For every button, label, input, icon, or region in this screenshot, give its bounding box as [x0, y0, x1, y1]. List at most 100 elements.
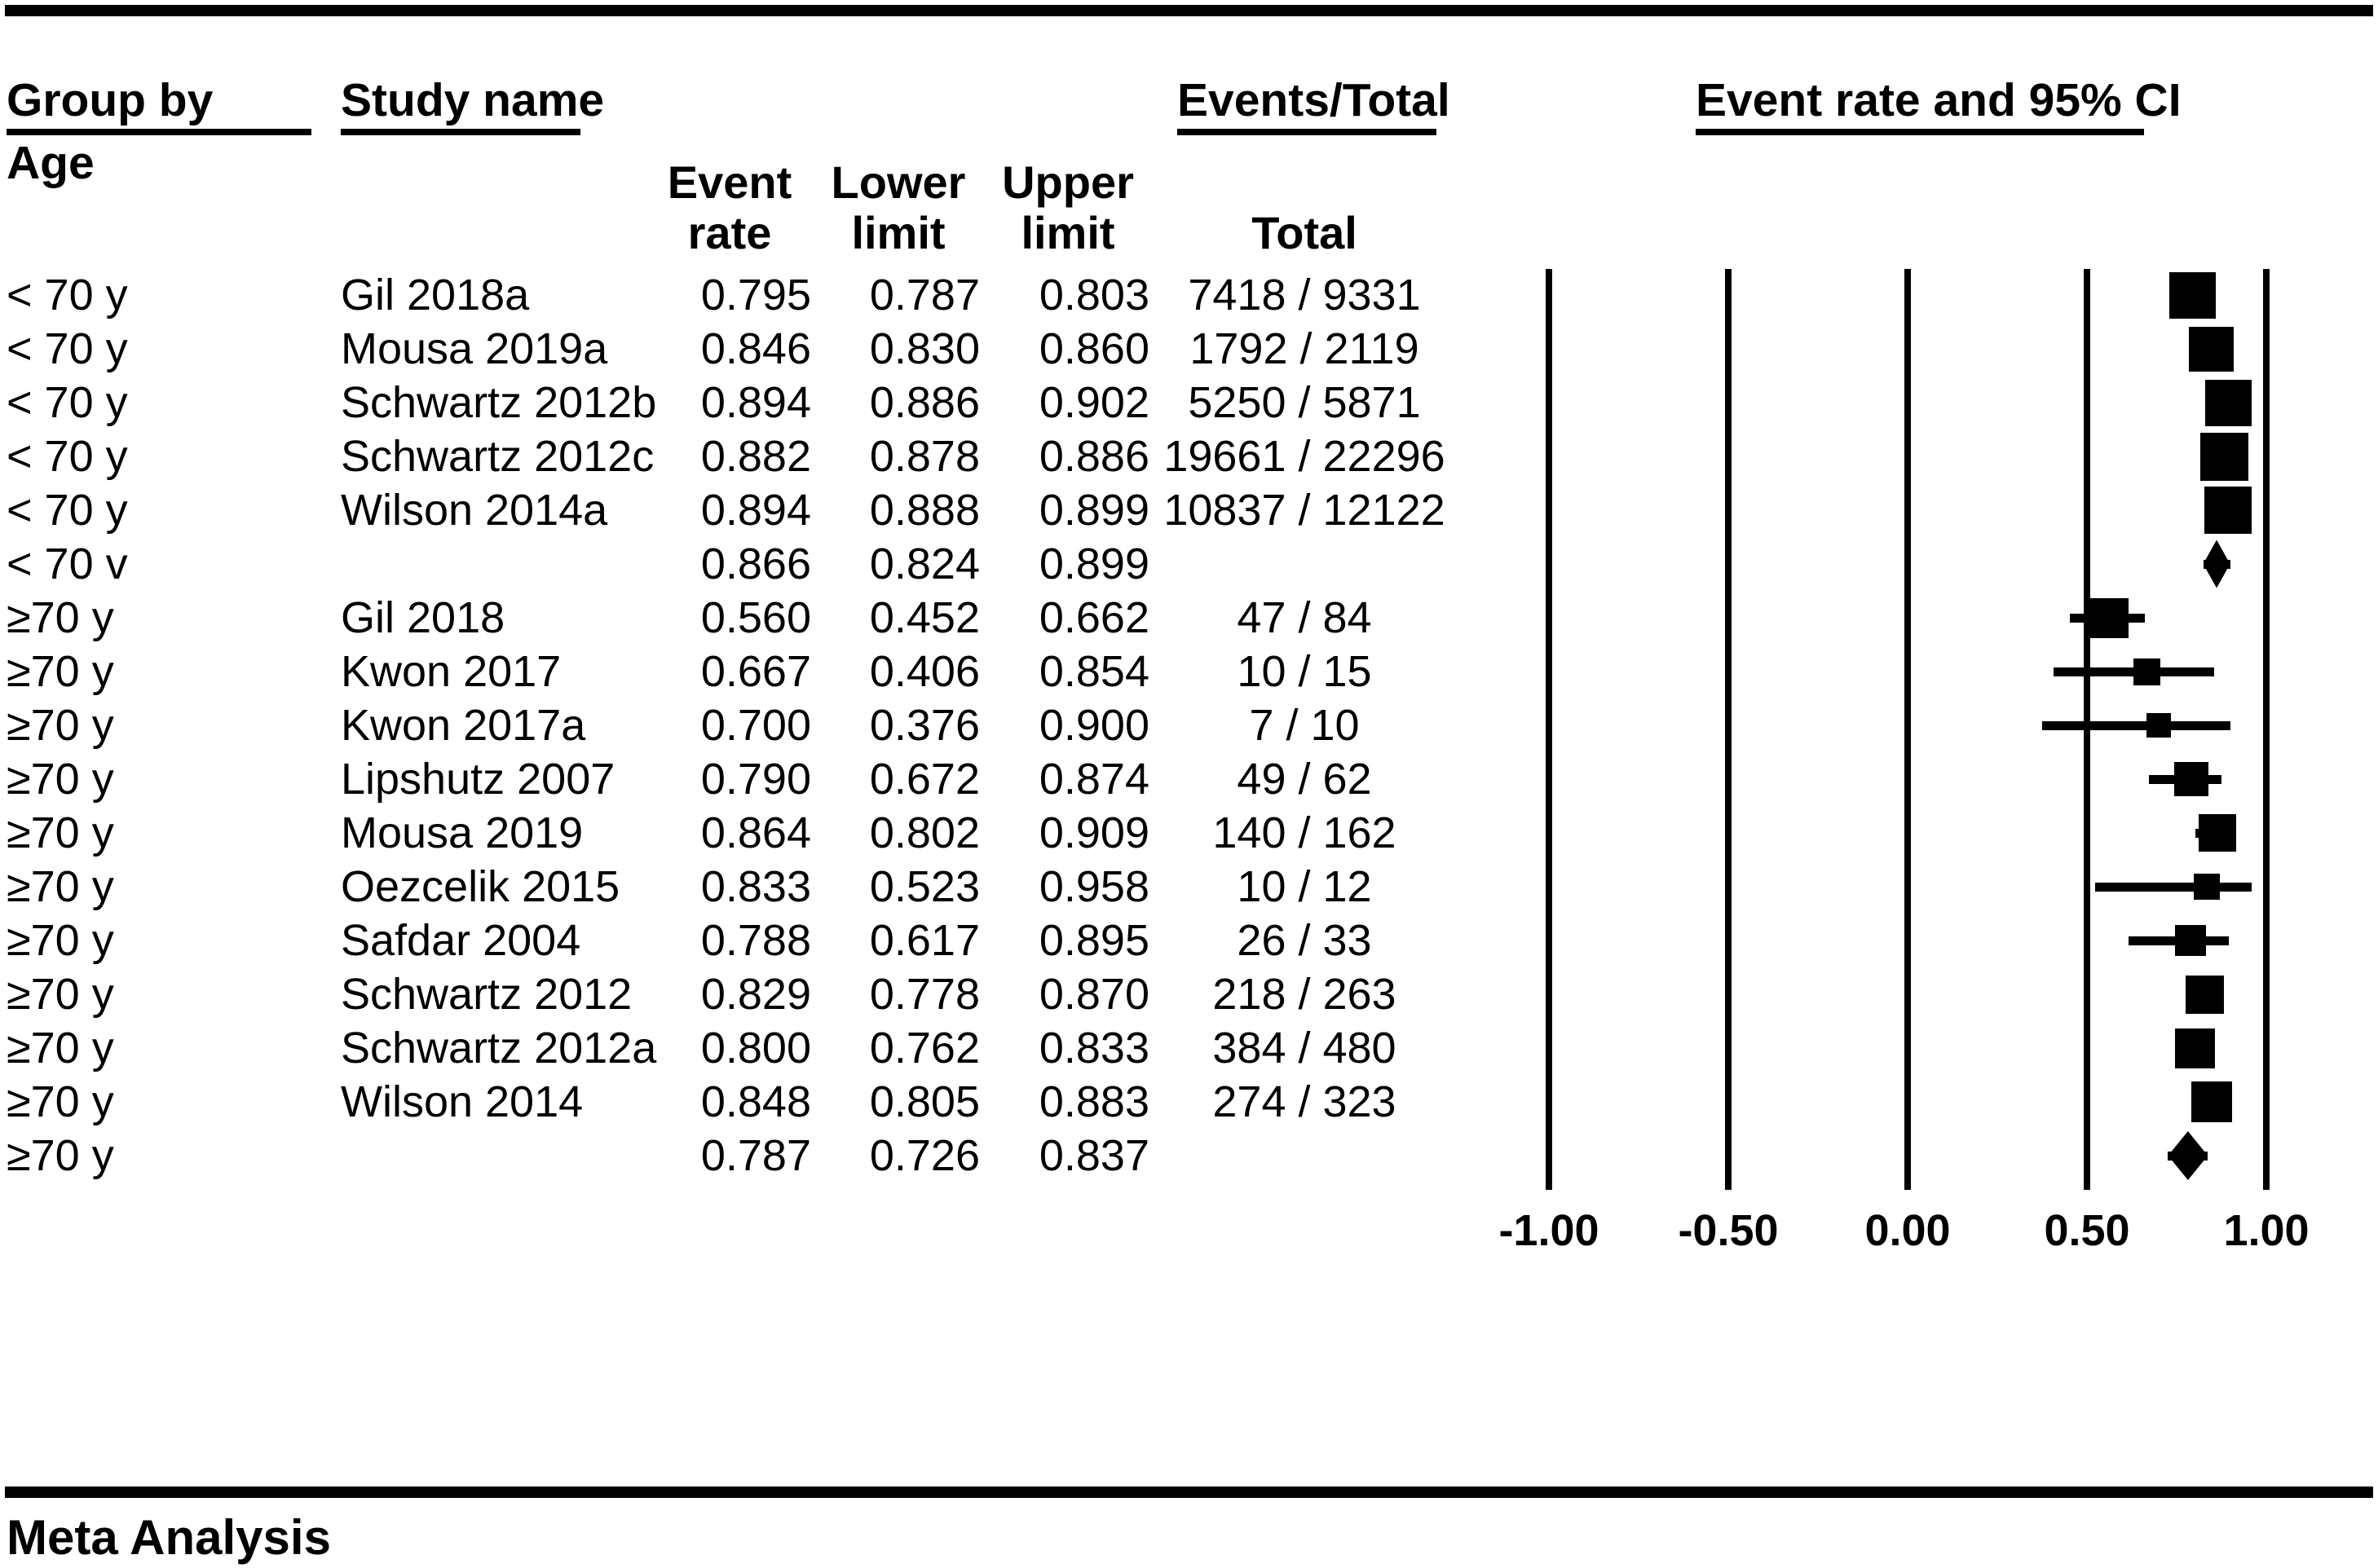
group-label: ≥70 y	[7, 593, 114, 642]
point-estimate-square	[2204, 379, 2252, 426]
event-rate-value: 0.833	[700, 862, 811, 911]
table-row: ≥70 y Gil 2018 0.560 0.452 0.662 47 / 84	[0, 591, 2378, 645]
group-label: ≥70 y	[7, 647, 114, 696]
group-label: ≥70 y	[7, 808, 114, 857]
table-row: ≥70 y Schwartz 2012 0.829 0.778 0.870 218 / 2…	[0, 967, 2378, 1021]
col-header-upper: Upper	[1002, 156, 1134, 208]
event-rate-value: 0.894	[700, 378, 811, 427]
upper-limit-value: 0.909	[1039, 808, 1149, 857]
lower-limit-value: 0.878	[869, 432, 980, 481]
events-total-value: 1792 / 2119	[1189, 324, 1419, 373]
upper-limit-value: 0.874	[1039, 755, 1149, 804]
footer-title: Meta Analysis	[7, 1510, 331, 1565]
study-name: Schwartz 2012b	[341, 378, 657, 427]
group-label: < 70 y	[7, 378, 128, 427]
events-total-value: 140 / 162	[1212, 808, 1396, 857]
event-rate-value: 0.882	[700, 432, 811, 481]
study-name: Safdar 2004	[341, 916, 581, 965]
lower-limit-value: 0.726	[869, 1131, 980, 1180]
study-name: Lipshutz 2007	[341, 755, 615, 804]
upper-limit-value: 0.902	[1039, 378, 1149, 427]
upper-limit-value: 0.870	[1039, 970, 1149, 1019]
group-label: < 70 y	[7, 432, 128, 481]
events-total-value: 7 / 10	[1249, 701, 1360, 750]
point-estimate-square	[2199, 814, 2237, 852]
lower-limit-value: 0.762	[869, 1024, 980, 1072]
group-label: ≥70 y	[7, 701, 114, 750]
lower-limit-value: 0.406	[869, 647, 980, 696]
lower-limit-value: 0.523	[869, 862, 980, 911]
upper-limit-value: 0.803	[1039, 271, 1149, 319]
lower-limit-value: 0.802	[869, 808, 980, 857]
axis-tick-label: 0.50	[2044, 1206, 2130, 1255]
point-estimate-square	[2204, 487, 2252, 534]
study-name: Gil 2018	[341, 593, 505, 642]
ci-whisker	[2042, 721, 2230, 730]
axis-tick-label: 0.00	[1864, 1206, 1951, 1255]
upper-limit-value: 0.854	[1039, 647, 1149, 696]
events-total-header: Events/Total	[1177, 74, 1450, 126]
events-total-value: 10 / 15	[1237, 647, 1372, 696]
upper-limit-value: 0.895	[1039, 916, 1149, 965]
upper-limit-value: 0.899	[1039, 540, 1149, 588]
table-row: ≥70 y Lipshutz 2007 0.790 0.672 0.874 49 / 62	[0, 752, 2378, 806]
events-total-value: 384 / 480	[1212, 1024, 1396, 1072]
point-estimate-square	[2169, 271, 2217, 319]
upper-limit-value: 0.958	[1039, 862, 1149, 911]
upper-limit-value: 0.837	[1039, 1131, 1149, 1180]
study-name: Wilson 2014	[341, 1077, 584, 1126]
table-row: ≥70 y Schwartz 2012a 0.800 0.762 0.833 384 / …	[0, 1021, 2378, 1075]
study-name-header: Study name	[341, 74, 605, 126]
table-row: < 70 y Mousa 2019a 0.846 0.830 0.860 1792 / 2…	[0, 322, 2378, 376]
axis-tick-label: -1.00	[1498, 1206, 1599, 1255]
study-name: Wilson 2014a	[341, 486, 608, 535]
group-by-header: Group by	[7, 74, 214, 126]
events-total-value: 19661 / 22296	[1163, 432, 1445, 481]
group-by-sub-header: Age	[7, 137, 95, 189]
table-row: ≥70 y Kwon 2017 0.667 0.406 0.854 10 / 15	[0, 645, 2378, 698]
axis-gridline	[1725, 269, 1732, 1190]
study-name: Mousa 2019a	[341, 324, 608, 373]
event-rate-value: 0.829	[700, 970, 811, 1019]
point-estimate-square	[2174, 1028, 2215, 1068]
study-name: Schwartz 2012	[341, 970, 633, 1019]
upper-limit-value: 0.899	[1039, 486, 1149, 535]
event-rate-value: 0.864	[700, 808, 811, 857]
group-label: < 70 y	[7, 324, 128, 373]
bottom-rule	[5, 1487, 2373, 1498]
event-rate-value: 0.795	[700, 271, 811, 319]
event-rate-value: 0.894	[700, 486, 811, 535]
point-estimate-square	[2173, 762, 2208, 796]
lower-limit-value: 0.617	[869, 916, 980, 965]
upper-limit-value: 0.860	[1039, 324, 1149, 373]
group-label: ≥70 y	[7, 755, 114, 804]
event-rate-value: 0.560	[700, 593, 811, 642]
group-label: ≥70 y	[7, 1024, 114, 1072]
table-row: ≥70 y 0.787 0.726 0.837	[0, 1129, 2378, 1183]
point-estimate-square	[2133, 658, 2160, 685]
events-total-value	[1158, 537, 1451, 591]
upper-limit-value: 0.886	[1039, 432, 1149, 481]
event-rate-value: 0.788	[700, 916, 811, 965]
table-row: ≥70 y Oezcelik 2015 0.833 0.523 0.958 10 / 12	[0, 860, 2378, 914]
table-row: ≥70 y Kwon 2017a 0.700 0.376 0.900 7 / 10	[0, 698, 2378, 752]
table-row: < 70 v 0.866 0.824 0.899	[0, 537, 2378, 591]
event-rate-value: 0.667	[700, 647, 811, 696]
group-label: < 70 y	[7, 486, 128, 535]
study-name: Schwartz 2012c	[341, 432, 655, 481]
lower-limit-value: 0.886	[869, 378, 980, 427]
lower-limit-value: 0.830	[869, 324, 980, 373]
ci-title-underline	[1696, 129, 2144, 135]
group-label: ≥70 y	[7, 1131, 114, 1180]
study-name: Schwartz 2012a	[341, 1024, 657, 1072]
events-total-value: 5250 / 5871	[1188, 378, 1421, 427]
axis-gridline	[2263, 269, 2270, 1190]
axis-gridline	[1904, 269, 1911, 1190]
events-total-value: 7418 / 9331	[1188, 271, 1421, 319]
upper-limit-value: 0.662	[1039, 593, 1149, 642]
group-label: ≥70 y	[7, 862, 114, 911]
axis-tick-label: 1.00	[2223, 1206, 2310, 1255]
events-total-value: 49 / 62	[1237, 755, 1372, 804]
ci-title-header: Event rate and 95% CI	[1696, 74, 2182, 126]
